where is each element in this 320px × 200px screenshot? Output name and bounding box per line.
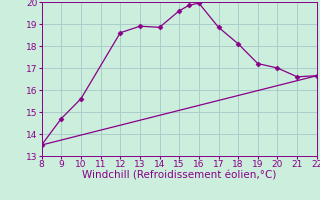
X-axis label: Windchill (Refroidissement éolien,°C): Windchill (Refroidissement éolien,°C) (82, 171, 276, 181)
